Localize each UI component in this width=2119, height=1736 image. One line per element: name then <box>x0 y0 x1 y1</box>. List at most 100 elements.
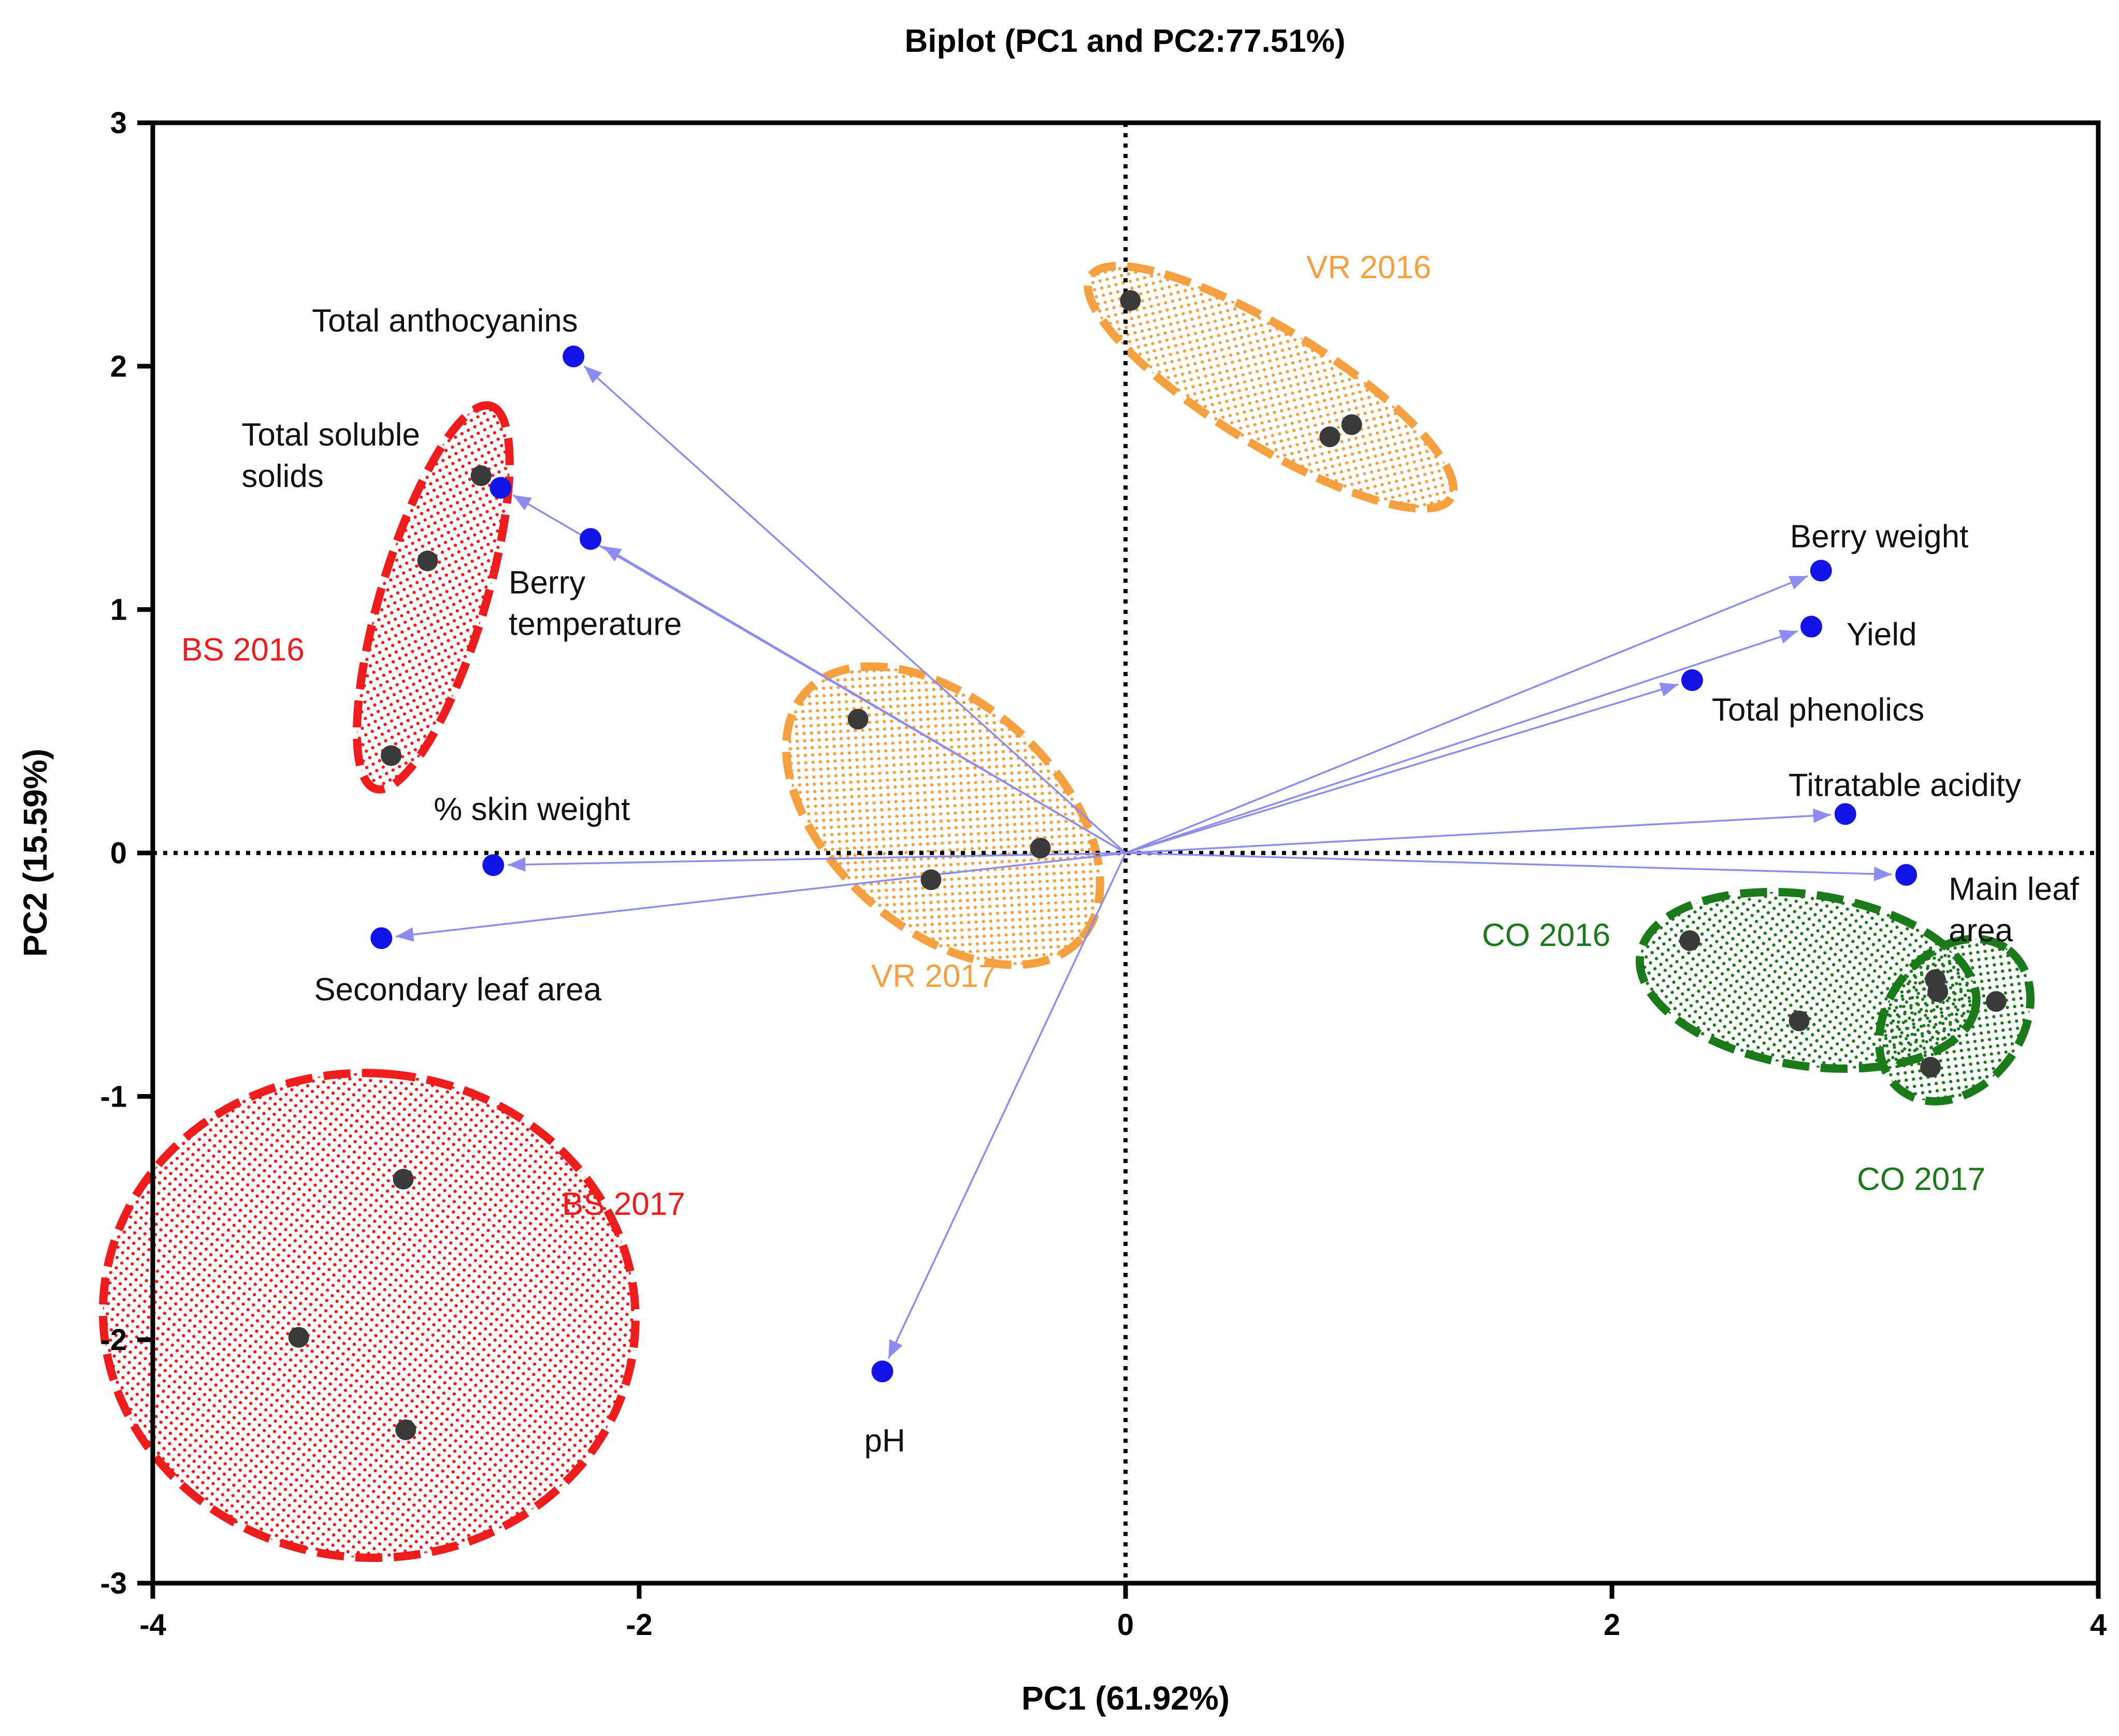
variable-label-line: pH <box>864 1423 905 1459</box>
loading-arrows <box>395 365 1892 1359</box>
y-tick-label: -3 <box>100 1567 127 1600</box>
arrow-line-pct-skin-weight <box>508 852 1126 866</box>
score-point-bs-2017 <box>288 1327 309 1348</box>
arrow-head-total-soluble-solids <box>513 495 532 511</box>
x-tick-label: 2 <box>1604 1608 1620 1642</box>
variable-label-total-soluble-solids: Total soluble solids <box>241 417 420 494</box>
score-point-vr-2017 <box>1030 838 1051 859</box>
group-label-bs-2016: BS 2016 <box>181 632 305 668</box>
arrow-head-total-anthocyanins <box>584 366 602 383</box>
score-point-co-2017 <box>1920 1056 1941 1078</box>
arrow-head-yield <box>1778 629 1798 644</box>
score-point-bs-2017 <box>393 1169 414 1190</box>
variable-label-total-phenolics: Total phenolics <box>1712 692 1924 728</box>
score-point-bs-2016 <box>417 550 438 571</box>
variable-label-line: Yield <box>1847 617 1917 653</box>
group-ellipse-vr-2016 <box>1084 262 1458 513</box>
variable-label-line: Total phenolics <box>1712 692 1924 728</box>
variable-label-line: Berry weight <box>1790 519 1969 554</box>
score-point-co-2016 <box>1679 930 1700 951</box>
arrow-line-berry-weight <box>1125 575 1808 854</box>
score-point-vr-2016 <box>1341 414 1362 435</box>
score-points <box>288 290 2007 1441</box>
y-tick-label: -1 <box>100 1080 127 1113</box>
y-tick-label: 0 <box>110 837 127 870</box>
variable-label-line: Total soluble <box>241 417 420 453</box>
variable-label-line: Berry <box>509 565 585 600</box>
score-point-bs-2016 <box>470 465 492 486</box>
score-point-bs-2017 <box>395 1419 416 1441</box>
variable-label-yield: Yield <box>1847 617 1917 653</box>
group-label-bs-2017: BS 2017 <box>562 1186 685 1222</box>
arrow-head-ph <box>888 1339 903 1358</box>
arrow-line-berry-temperature <box>602 546 1126 854</box>
arrow-head-total-phenolics <box>1659 682 1679 697</box>
arrow-line-total-anthocyanins <box>583 365 1127 854</box>
loading-point-berry-weight <box>1810 559 1832 582</box>
loading-point-total-anthocyanins <box>563 346 585 368</box>
x-tick-label: 0 <box>1117 1608 1134 1642</box>
loading-point-titratable-acidity <box>1834 803 1856 825</box>
group-ellipse-bs-2016 <box>353 401 514 794</box>
group-labels: BS 2016 BS 2017 VR 2016 VR 2017 CO 2016 CO 20… <box>181 250 1985 1222</box>
group-ellipses <box>98 262 2035 1562</box>
group-ellipse-co-2017 <box>1875 935 2035 1106</box>
y-axis-title: PC2 (15.59%) <box>17 749 54 957</box>
loading-point-pct-skin-weight <box>482 854 504 876</box>
variable-label-line: area <box>1949 913 2013 949</box>
score-point-vr-2016 <box>1120 290 1141 311</box>
x-axis-title: PC1 (61.92%) <box>1021 1680 1230 1717</box>
y-tick-label: 3 <box>110 106 127 140</box>
y-tick-label: -2 <box>100 1323 127 1357</box>
group-ellipse-bs-2017 <box>98 1069 640 1562</box>
x-tick-label: -2 <box>626 1608 653 1642</box>
y-tick-label: 2 <box>110 350 127 383</box>
variable-labels: Total anthocyanins Total soluble solids Ber… <box>241 303 2079 1459</box>
arrow-line-secondary-leaf-area <box>395 852 1126 938</box>
group-label-co-2016: CO 2016 <box>1482 917 1610 953</box>
variable-label-line: % skin weight <box>434 792 630 827</box>
zero-lines <box>153 123 2098 1583</box>
loading-point-total-phenolics <box>1681 669 1703 691</box>
score-point-co-2017 <box>1927 981 1949 1002</box>
loading-points <box>370 346 1918 1383</box>
variable-label-berry-weight: Berry weight <box>1790 519 1969 554</box>
arrow-head-main-leaf-area <box>1873 867 1892 882</box>
group-label-co-2017: CO 2017 <box>1857 1161 1985 1197</box>
loading-point-yield <box>1800 615 1822 638</box>
score-point-vr-2016 <box>1319 426 1340 448</box>
arrow-line-yield <box>1125 630 1798 854</box>
variable-label-pct-skin-weight: % skin weight <box>434 792 630 827</box>
variable-label-line: temperature <box>509 606 682 642</box>
variable-label-main-leaf-area: Main leaf area <box>1949 871 2079 949</box>
arrow-head-pct-skin-weight <box>508 857 526 872</box>
variable-label-line: Titratable acidity <box>1789 767 2021 803</box>
group-ellipse-vr-2017 <box>782 662 1104 969</box>
score-point-co-2016 <box>1789 1010 1810 1031</box>
arrow-line-total-phenolics <box>1125 683 1679 854</box>
arrow-line-ph <box>887 852 1127 1359</box>
score-point-vr-2017 <box>847 709 869 730</box>
score-point-co-2017 <box>1985 991 2007 1012</box>
group-label-vr-2017: VR 2017 <box>871 958 996 994</box>
variable-label-line: solids <box>241 458 324 494</box>
variable-label-line: Main leaf <box>1949 871 2079 907</box>
loading-point-berry-temperature <box>580 528 602 550</box>
arrow-head-berry-weight <box>1789 576 1808 590</box>
loading-point-main-leaf-area <box>1895 864 1918 886</box>
arrow-head-berry-temperature <box>603 546 622 562</box>
arrow-head-titratable-acidity <box>1813 808 1831 823</box>
variable-label-secondary-leaf-area: Secondary leaf area <box>314 972 601 1008</box>
variable-label-titratable-acidity: Titratable acidity <box>1789 767 2021 803</box>
arrow-head-secondary-leaf-area <box>396 927 414 942</box>
arrow-line-titratable-acidity <box>1125 814 1831 854</box>
x-tick-label: -4 <box>139 1608 166 1642</box>
loading-point-total-soluble-solids <box>489 477 512 499</box>
score-point-vr-2017 <box>920 869 942 891</box>
chart-title: Biplot (PC1 and PC2:77.51%) <box>905 23 1346 59</box>
loading-point-ph <box>871 1360 893 1383</box>
variable-label-line: Total anthocyanins <box>312 303 578 339</box>
arrow-line-main-leaf-area <box>1125 852 1892 876</box>
variable-label-berry-temperature: Berry temperature <box>509 565 682 642</box>
